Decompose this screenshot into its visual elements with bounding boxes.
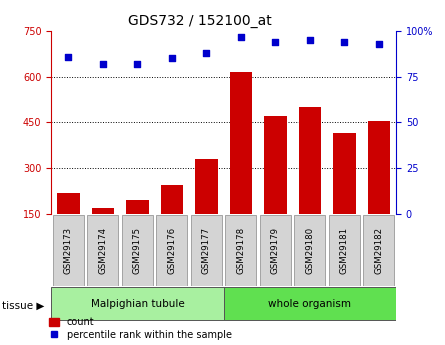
Text: GSM29182: GSM29182 [374, 227, 383, 274]
FancyBboxPatch shape [122, 215, 153, 286]
Text: GSM29176: GSM29176 [167, 227, 176, 274]
Text: tissue ▶: tissue ▶ [2, 300, 44, 310]
Text: GSM29174: GSM29174 [98, 227, 107, 274]
Bar [299, 107, 321, 214]
FancyBboxPatch shape [51, 287, 224, 320]
FancyBboxPatch shape [294, 215, 325, 286]
Text: GSM29178: GSM29178 [236, 227, 245, 274]
Bar [195, 159, 218, 214]
FancyBboxPatch shape [363, 215, 394, 286]
Text: GSM29179: GSM29179 [271, 227, 280, 274]
Legend: count, percentile rank within the sample: count, percentile rank within the sample [49, 317, 232, 340]
FancyBboxPatch shape [191, 215, 222, 286]
Point [237, 34, 244, 39]
FancyBboxPatch shape [224, 287, 396, 320]
FancyBboxPatch shape [87, 215, 118, 286]
Point [65, 54, 72, 59]
Point [341, 39, 348, 45]
Bar [333, 133, 356, 214]
Bar [368, 121, 390, 214]
FancyBboxPatch shape [156, 215, 187, 286]
Point [272, 39, 279, 45]
Bar [230, 72, 252, 214]
Text: Malpighian tubule: Malpighian tubule [90, 299, 184, 308]
Text: GSM29173: GSM29173 [64, 227, 73, 274]
Point [203, 50, 210, 56]
FancyBboxPatch shape [329, 215, 360, 286]
Point [99, 61, 106, 67]
Bar [161, 185, 183, 214]
Bar [264, 116, 287, 214]
Text: GSM29175: GSM29175 [133, 227, 142, 274]
FancyBboxPatch shape [225, 215, 256, 286]
Text: GSM29181: GSM29181 [340, 227, 349, 274]
Text: whole organism: whole organism [268, 299, 352, 308]
Text: GSM29177: GSM29177 [202, 227, 211, 274]
Bar [57, 193, 80, 214]
FancyBboxPatch shape [260, 215, 291, 286]
Text: GDS732 / 152100_at: GDS732 / 152100_at [128, 14, 272, 28]
Point [134, 61, 141, 67]
Point [375, 41, 382, 47]
Bar [126, 200, 149, 214]
Text: GSM29180: GSM29180 [305, 227, 314, 274]
Bar [92, 208, 114, 214]
FancyBboxPatch shape [53, 215, 84, 286]
Point [306, 37, 313, 43]
Point [168, 56, 175, 61]
